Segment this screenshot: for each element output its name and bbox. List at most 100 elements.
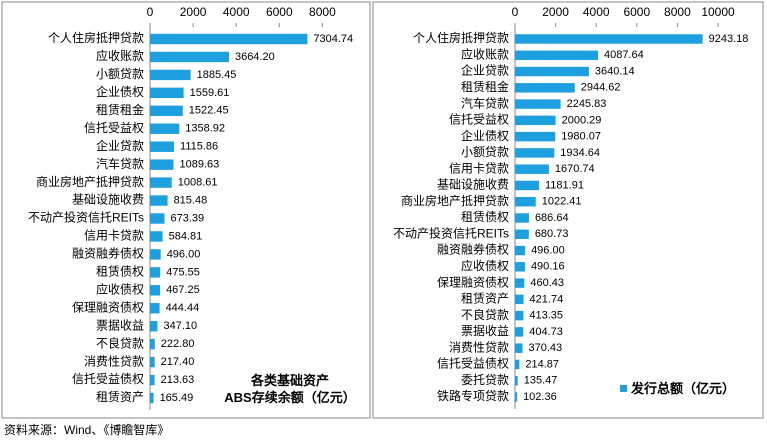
y-tick-label: 小额贷款	[461, 145, 509, 159]
y-tick-label: 票据收益	[461, 324, 509, 338]
x-tick-label: 8000	[664, 5, 691, 19]
value-label: 1022.41	[542, 196, 582, 208]
bar	[150, 356, 155, 368]
bar	[515, 376, 518, 386]
bar	[515, 327, 524, 337]
value-label: 475.55	[166, 266, 200, 278]
bar	[515, 50, 598, 60]
y-tick-label: 企业贷款	[461, 63, 509, 78]
y-tick-label: 小额贷款	[96, 67, 144, 81]
y-tick-label: 商业房地产抵押贷款	[36, 174, 144, 189]
value-label: 4087.64	[604, 49, 644, 61]
value-label: 1559.61	[190, 87, 230, 99]
value-label: 1181.91	[545, 179, 584, 191]
bar	[515, 99, 561, 109]
y-tick-label: 应收账款	[461, 46, 509, 61]
value-label: 3664.20	[235, 51, 275, 63]
value-label: 1934.64	[560, 147, 600, 159]
bar	[515, 278, 525, 288]
value-label: 444.44	[166, 302, 200, 314]
bar	[515, 197, 536, 207]
y-tick-label: 租赁债权	[96, 265, 144, 279]
x-tick-label: 2000	[180, 5, 207, 19]
value-label: 1089.63	[179, 159, 219, 171]
bar	[515, 343, 523, 353]
y-tick-label: 信托受益权	[449, 113, 509, 127]
value-label: 1008.61	[178, 177, 218, 189]
y-tick-label: 消费性贷款	[84, 354, 144, 368]
bar	[150, 177, 172, 188]
value-label: 7304.74	[313, 33, 353, 45]
y-tick-label: 商业房地产抵押贷款	[401, 193, 509, 208]
y-tick-label: 不良贷款	[461, 307, 509, 322]
bar	[150, 69, 191, 81]
value-label: 1980.07	[561, 131, 601, 143]
y-tick-label: 租赁资产	[461, 292, 509, 306]
value-label: 2245.83	[567, 98, 607, 110]
bar	[515, 262, 525, 272]
y-tick-label: 信托受益债权	[437, 357, 509, 371]
value-label: 102.36	[523, 391, 557, 403]
bar	[515, 294, 524, 305]
y-tick-label: 信托受益权	[84, 121, 144, 135]
y-tick-label: 票据收益	[96, 318, 144, 332]
value-label: 496.00	[167, 248, 201, 260]
value-label: 421.74	[530, 293, 564, 305]
bar	[150, 141, 175, 152]
y-tick-label: 信用卡贷款	[449, 161, 509, 175]
bar	[515, 115, 556, 126]
y-tick-label: 基础设施收费	[72, 193, 144, 207]
value-label: 370.43	[529, 342, 563, 354]
x-tick-label: 0	[147, 5, 154, 19]
y-tick-label: 融资融券债权	[437, 242, 509, 257]
y-tick-label: 信托受益债权	[72, 372, 144, 386]
y-tick-label: 汽车贷款	[461, 95, 509, 110]
y-tick-label: 保理融资债权	[437, 275, 509, 289]
bar	[515, 180, 539, 191]
bar	[150, 105, 183, 117]
value-label: 3640.14	[595, 65, 635, 77]
y-tick-label: 汽车贷款	[96, 156, 144, 171]
y-tick-label: 租赁资产	[96, 390, 144, 404]
value-label: 217.40	[161, 356, 195, 368]
value-label: 165.49	[160, 392, 194, 404]
value-label: 1115.86	[180, 141, 218, 153]
bar	[150, 320, 158, 332]
value-label: 135.47	[524, 375, 558, 387]
y-tick-label: 个人住房抵押贷款	[48, 30, 144, 45]
value-label: 1670.74	[555, 163, 595, 175]
value-label: 2000.29	[562, 114, 602, 126]
value-label: 2944.62	[581, 82, 621, 94]
bar	[150, 87, 184, 99]
value-label: 460.43	[530, 277, 564, 289]
value-label: 490.16	[531, 261, 565, 273]
bar	[150, 159, 174, 170]
legend-label: 发行总额（亿元）	[631, 381, 736, 396]
value-label: 213.63	[161, 374, 195, 386]
bar	[515, 148, 555, 158]
bar	[515, 131, 556, 142]
x-tick-label: 4000	[223, 5, 250, 19]
panel-frame	[372, 1, 764, 419]
x-tick-label: 4000	[583, 5, 610, 19]
bar	[150, 392, 154, 404]
y-tick-label: 租赁租金	[96, 102, 144, 117]
bar	[150, 285, 161, 296]
x-tick-label: 10000	[701, 5, 735, 19]
bar	[150, 195, 168, 206]
value-label: 413.35	[529, 310, 563, 322]
y-tick-label: 不动产投资信托REITs	[28, 210, 144, 225]
y-tick-label: 个人住房抵押贷款	[413, 30, 509, 45]
y-tick-label: 企业贷款	[96, 138, 144, 153]
bar	[515, 359, 520, 370]
x-tick-label: 6000	[266, 5, 293, 19]
y-tick-label: 委托贷款	[461, 373, 509, 387]
value-label: 815.48	[174, 194, 208, 206]
bar	[150, 213, 165, 224]
y-tick-label: 租赁租金	[461, 79, 509, 94]
x-tick-label: 0	[512, 5, 519, 19]
bar	[150, 231, 163, 242]
bar	[150, 303, 160, 314]
